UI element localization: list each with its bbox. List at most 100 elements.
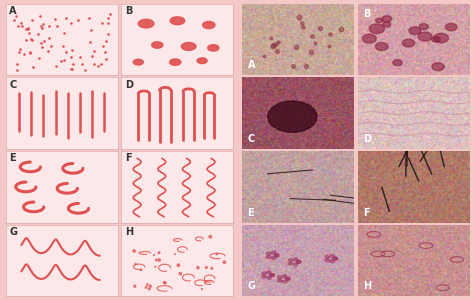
Circle shape [333, 257, 337, 260]
Text: A: A [9, 6, 17, 16]
Circle shape [268, 101, 317, 132]
Ellipse shape [170, 59, 181, 65]
Point [88, 27, 95, 32]
Point [155, 250, 163, 255]
Point [36, 13, 44, 18]
Point [85, 16, 92, 21]
Circle shape [432, 37, 440, 42]
Point [198, 286, 206, 291]
Circle shape [271, 256, 276, 260]
Point [76, 55, 83, 60]
Point [171, 252, 179, 256]
Point [102, 57, 110, 62]
Point [132, 262, 139, 266]
Circle shape [271, 251, 276, 254]
Point [161, 280, 168, 285]
Point [202, 265, 210, 270]
Text: E: E [9, 153, 16, 163]
Point [97, 62, 104, 67]
Point [81, 68, 88, 73]
Point [22, 27, 30, 32]
Circle shape [383, 22, 391, 27]
Text: D: D [125, 80, 133, 89]
Point [207, 234, 214, 239]
Point [27, 49, 34, 54]
Point [88, 54, 96, 58]
Point [37, 41, 45, 46]
Point [155, 258, 163, 262]
Point [102, 38, 109, 43]
Ellipse shape [182, 43, 196, 50]
Point [51, 16, 59, 21]
Ellipse shape [208, 45, 219, 51]
Ellipse shape [133, 59, 143, 65]
Point [104, 15, 111, 20]
Point [137, 268, 145, 272]
Point [270, 42, 277, 47]
Ellipse shape [152, 42, 163, 48]
Ellipse shape [197, 58, 207, 64]
Point [261, 54, 268, 58]
Point [162, 281, 169, 286]
Point [57, 59, 65, 64]
Point [325, 44, 333, 49]
Point [18, 24, 26, 29]
Point [316, 26, 324, 31]
Point [39, 21, 47, 26]
Circle shape [266, 252, 271, 255]
Point [302, 64, 310, 69]
Point [68, 67, 76, 71]
Circle shape [262, 272, 266, 275]
Point [104, 21, 112, 26]
Circle shape [409, 27, 421, 34]
Point [194, 265, 202, 270]
Text: H: H [125, 227, 133, 237]
Point [12, 14, 19, 19]
Point [274, 40, 282, 44]
Text: C: C [9, 80, 16, 89]
Text: F: F [125, 153, 131, 163]
Point [86, 39, 93, 44]
Ellipse shape [138, 19, 154, 28]
Point [130, 249, 138, 254]
Point [10, 18, 18, 22]
Text: A: A [247, 60, 255, 70]
Circle shape [274, 254, 279, 257]
Point [144, 282, 151, 287]
Point [28, 38, 36, 43]
Point [41, 38, 48, 43]
Point [13, 68, 21, 73]
Point [131, 284, 138, 289]
Point [21, 51, 28, 56]
Point [213, 252, 220, 256]
Circle shape [330, 260, 335, 263]
Point [150, 253, 158, 257]
Circle shape [293, 258, 298, 261]
Circle shape [262, 275, 266, 278]
Point [98, 21, 106, 26]
Text: B: B [125, 6, 132, 16]
Point [153, 257, 160, 262]
Point [36, 55, 43, 60]
Circle shape [267, 276, 271, 279]
Text: E: E [247, 208, 254, 218]
Point [269, 43, 277, 48]
Point [67, 67, 74, 72]
Circle shape [270, 274, 274, 277]
Point [104, 32, 112, 37]
Circle shape [325, 256, 329, 258]
Point [308, 34, 316, 38]
Point [146, 284, 154, 289]
Circle shape [285, 278, 290, 280]
Point [18, 20, 25, 25]
Point [24, 26, 32, 30]
Circle shape [283, 275, 287, 278]
Point [67, 55, 75, 60]
Point [337, 27, 345, 32]
Circle shape [402, 39, 415, 47]
Circle shape [277, 276, 282, 279]
Point [54, 23, 61, 28]
Circle shape [296, 260, 301, 263]
Circle shape [446, 23, 457, 31]
Point [295, 14, 303, 19]
